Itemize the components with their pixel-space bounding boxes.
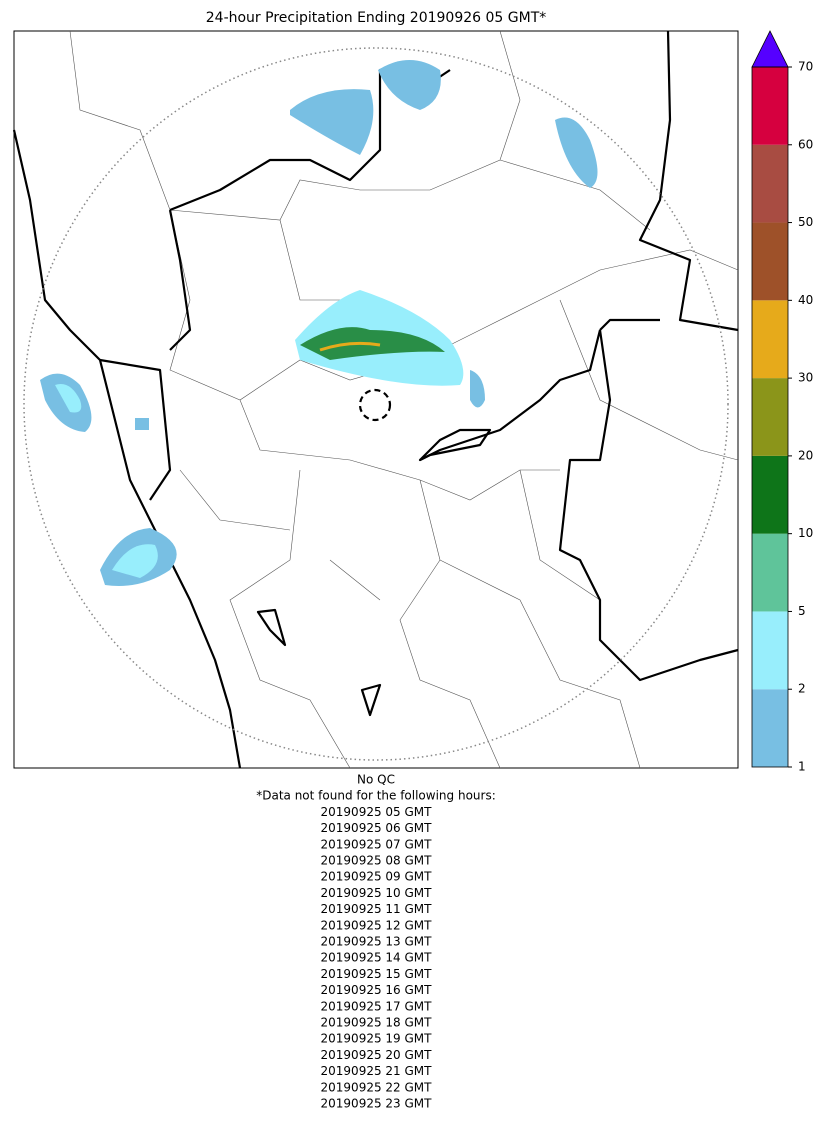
note-line: 20190925 23 GMT xyxy=(321,1097,433,1111)
colorbar-segment xyxy=(752,144,788,223)
colorbar-segment xyxy=(752,378,788,456)
colorbar-tick-label: 70 xyxy=(798,60,813,74)
colorbar-tick-label: 10 xyxy=(798,526,813,540)
colorbar-frame xyxy=(751,66,789,768)
colorbar-tick-label: 5 xyxy=(798,604,806,618)
colorbar-extend xyxy=(751,30,789,68)
note-line: 20190925 11 GMT xyxy=(321,902,433,916)
note-line: 20190925 05 GMT xyxy=(321,805,433,819)
colorbar-segment xyxy=(752,689,788,767)
precip xyxy=(40,60,598,586)
radar-site xyxy=(358,388,392,422)
colorbar-tick-label: 2 xyxy=(798,682,806,696)
colorbar-segment xyxy=(752,67,788,145)
note-line: *Data not found for the following hours: xyxy=(256,789,496,803)
colorbar-segment xyxy=(752,300,788,379)
note-line: No QC xyxy=(357,773,395,787)
colorbar-tick-label: 40 xyxy=(798,293,813,307)
colorbar-segment xyxy=(752,533,788,612)
note-line: 20190925 19 GMT xyxy=(321,1032,433,1046)
map-frame xyxy=(13,30,739,769)
colorbar-segment xyxy=(752,222,788,301)
coast-border xyxy=(12,129,242,769)
colorbar-tick-label: 60 xyxy=(798,137,813,151)
colorbar: 1 2 5 10 20 30 40 50 60 70 xyxy=(751,30,813,774)
radar-range xyxy=(23,47,729,761)
note-line: 20190925 21 GMT xyxy=(321,1064,433,1078)
note-line: 20190925 10 GMT xyxy=(321,886,433,900)
map xyxy=(12,30,739,769)
colorbar-tick-label: 30 xyxy=(798,371,813,385)
note-line: 20190925 15 GMT xyxy=(321,967,433,981)
note-line: 20190925 12 GMT xyxy=(321,918,433,932)
note-line: 20190925 14 GMT xyxy=(321,951,433,965)
colorbar-tick-label: 50 xyxy=(798,215,813,229)
note-line: 20190925 07 GMT xyxy=(321,837,433,851)
colorbar-tick-label: 1 xyxy=(798,760,806,774)
note-line: 20190925 09 GMT xyxy=(321,870,433,884)
note-line: 20190925 16 GMT xyxy=(321,983,433,997)
note-line: 20190925 13 GMT xyxy=(321,935,433,949)
note-line: 20190925 20 GMT xyxy=(321,1048,433,1062)
note-line: 20190925 22 GMT xyxy=(321,1080,433,1094)
note-line: 20190925 17 GMT xyxy=(321,999,433,1013)
state-border xyxy=(256,428,492,717)
state-border xyxy=(419,30,739,682)
state-border xyxy=(99,358,172,501)
colorbar-tick-label: 20 xyxy=(798,448,813,462)
colorbar-segment xyxy=(752,611,788,690)
map-title: 24-hour Precipitation Ending 20190926 05… xyxy=(206,10,547,26)
colorbar-segment xyxy=(752,455,788,534)
note-line: 20190925 08 GMT xyxy=(321,854,433,868)
note-line: 20190925 06 GMT xyxy=(321,821,433,835)
note-line: 20190925 18 GMT xyxy=(321,1016,433,1030)
